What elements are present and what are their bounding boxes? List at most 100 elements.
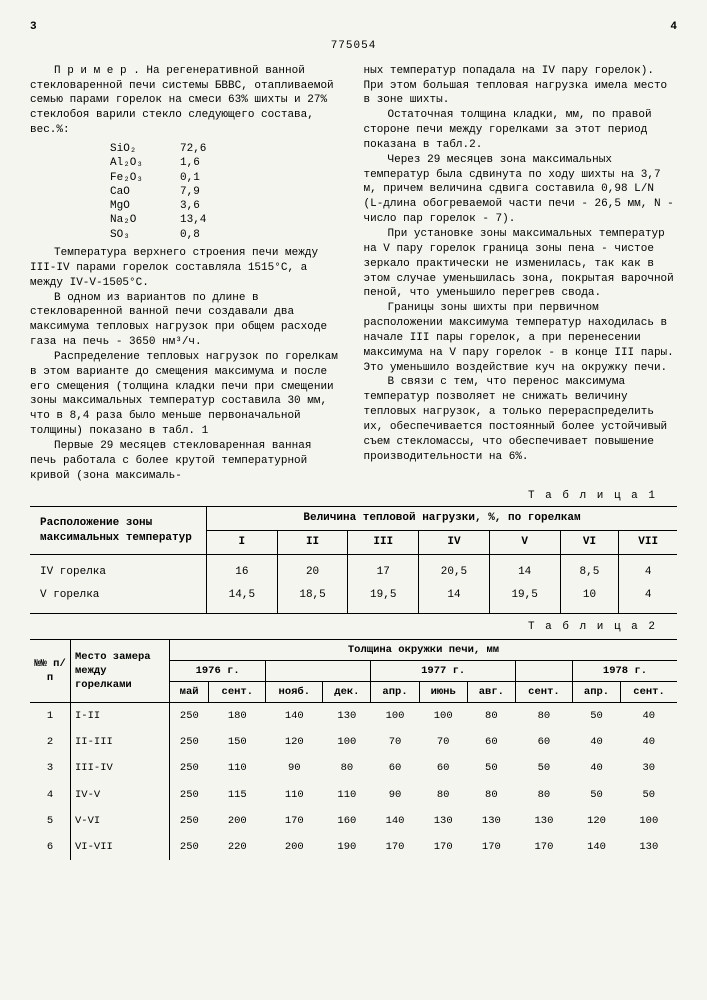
t2-year [266, 660, 371, 681]
paragraph: В связи с тем, что перенос максимума тем… [364, 375, 678, 464]
t2-cell: 40 [572, 729, 620, 755]
t1-cell: 14 [489, 555, 560, 584]
t2-num: 5 [30, 808, 71, 834]
paragraph: Температура верхнего строения печи между… [30, 246, 344, 291]
t2-cell: 170 [515, 834, 572, 860]
right-column: ных температур попадала на IV пару горел… [364, 64, 678, 484]
t2-cell: 60 [419, 755, 467, 781]
t2-cell: 130 [467, 808, 515, 834]
t2-cell: 80 [467, 782, 515, 808]
t2-cell: 170 [371, 834, 419, 860]
t2-cell: 90 [266, 755, 323, 781]
t2-cell: 50 [572, 782, 620, 808]
t2-cell: 140 [266, 703, 323, 730]
t2-cell: 250 [170, 834, 209, 860]
text-columns: П р и м е р . На регенеративной ванной с… [30, 64, 677, 484]
chem-label: SO₃ [110, 228, 180, 242]
t2-place: V-VI [71, 808, 170, 834]
t2-cell: 80 [515, 782, 572, 808]
t2-month: апр. [572, 681, 620, 702]
t2-cell: 250 [170, 703, 209, 730]
t2-cell: 30 [621, 755, 677, 781]
t2-cell: 50 [467, 755, 515, 781]
t2-h-main: Толщина окружки печи, мм [170, 639, 678, 660]
t1-cell: 20 [277, 555, 348, 584]
t2-cell: 130 [621, 834, 677, 860]
t2-cell: 80 [467, 703, 515, 730]
document-number: 775054 [30, 39, 677, 54]
t2-cell: 170 [467, 834, 515, 860]
t2-cell: 180 [209, 703, 266, 730]
t2-year: 1978 г. [572, 660, 677, 681]
paragraph: В одном из вариантов по длине в стеклова… [30, 291, 344, 350]
paragraph: Границы зоны шихты при первичном располо… [364, 301, 678, 375]
t2-month: сент. [209, 681, 266, 702]
t1-cell: 16 [207, 555, 278, 584]
t2-cell: 110 [323, 782, 371, 808]
t1-col: II [277, 531, 348, 555]
t1-header-right: Величина тепловой нагрузки, %, по горелк… [207, 507, 678, 531]
t2-month: сент. [621, 681, 677, 702]
t2-cell: 170 [266, 808, 323, 834]
t2-cell: 110 [209, 755, 266, 781]
t2-cell: 200 [209, 808, 266, 834]
t1-cell: 19,5 [348, 584, 419, 613]
chem-value: 3,6 [180, 199, 200, 213]
t1-cell: 17 [348, 555, 419, 584]
paragraph: Через 29 месяцев зона максимальных темпе… [364, 153, 678, 227]
chem-label: Fe₂O₃ [110, 171, 180, 185]
t1-cell: 14,5 [207, 584, 278, 613]
chem-value: 13,4 [180, 213, 206, 227]
t2-cell: 60 [515, 729, 572, 755]
chem-value: 0,1 [180, 171, 200, 185]
paragraph: Остаточная толщина кладки, мм, по правой… [364, 108, 678, 153]
t2-cell: 140 [371, 808, 419, 834]
chem-label: SiO₂ [110, 142, 180, 156]
t2-cell: 80 [323, 755, 371, 781]
t1-col: IV [419, 531, 490, 555]
t1-cell: 4 [619, 555, 677, 584]
t2-cell: 120 [572, 808, 620, 834]
t2-cell: 90 [371, 782, 419, 808]
t2-cell: 80 [515, 703, 572, 730]
t1-cell: 19,5 [489, 584, 560, 613]
composition-list: SiO₂72,6Al₂O₃1,6Fe₂O₃0,1CaO7,9MgO3,6Na₂O… [110, 142, 344, 242]
table-2: №№ п/п Место замера между горелками Толщ… [30, 639, 677, 861]
t2-cell: 80 [419, 782, 467, 808]
table1-caption: Т а б л и ц а 1 [30, 489, 657, 504]
table-1: Расположение зоны максимальных температу… [30, 506, 677, 613]
t2-cell: 40 [621, 703, 677, 730]
t2-place: II-III [71, 729, 170, 755]
t2-cell: 120 [266, 729, 323, 755]
t2-num: 3 [30, 755, 71, 781]
left-column: П р и м е р . На регенеративной ванной с… [30, 64, 344, 484]
t2-month: нояб. [266, 681, 323, 702]
paragraph: Первые 29 месяцев стекловаренная ванная … [30, 439, 344, 484]
t1-col: VI [560, 531, 619, 555]
t1-cell: 8,5 [560, 555, 619, 584]
t2-month: сент. [515, 681, 572, 702]
t2-cell: 220 [209, 834, 266, 860]
t2-num: 6 [30, 834, 71, 860]
t1-cell: 4 [619, 584, 677, 613]
t2-cell: 140 [572, 834, 620, 860]
paragraph: П р и м е р . На регенеративной ванной с… [30, 64, 344, 138]
t2-cell: 115 [209, 782, 266, 808]
t2-year: 1976 г. [170, 660, 266, 681]
t2-cell: 50 [515, 755, 572, 781]
t2-cell: 250 [170, 729, 209, 755]
page-left: 3 [30, 20, 37, 35]
t2-cell: 70 [419, 729, 467, 755]
t2-month: авг. [467, 681, 515, 702]
t2-h-num: №№ п/п [30, 639, 71, 703]
t2-cell: 150 [209, 729, 266, 755]
page-header: 3 4 [30, 20, 677, 35]
t2-cell: 130 [419, 808, 467, 834]
t1-cell: 14 [419, 584, 490, 613]
t2-month: апр. [371, 681, 419, 702]
t2-cell: 200 [266, 834, 323, 860]
t2-month: июнь [419, 681, 467, 702]
table2-caption: Т а б л и ц а 2 [30, 620, 657, 635]
chem-label: Al₂O₃ [110, 156, 180, 170]
t2-month: дек. [323, 681, 371, 702]
